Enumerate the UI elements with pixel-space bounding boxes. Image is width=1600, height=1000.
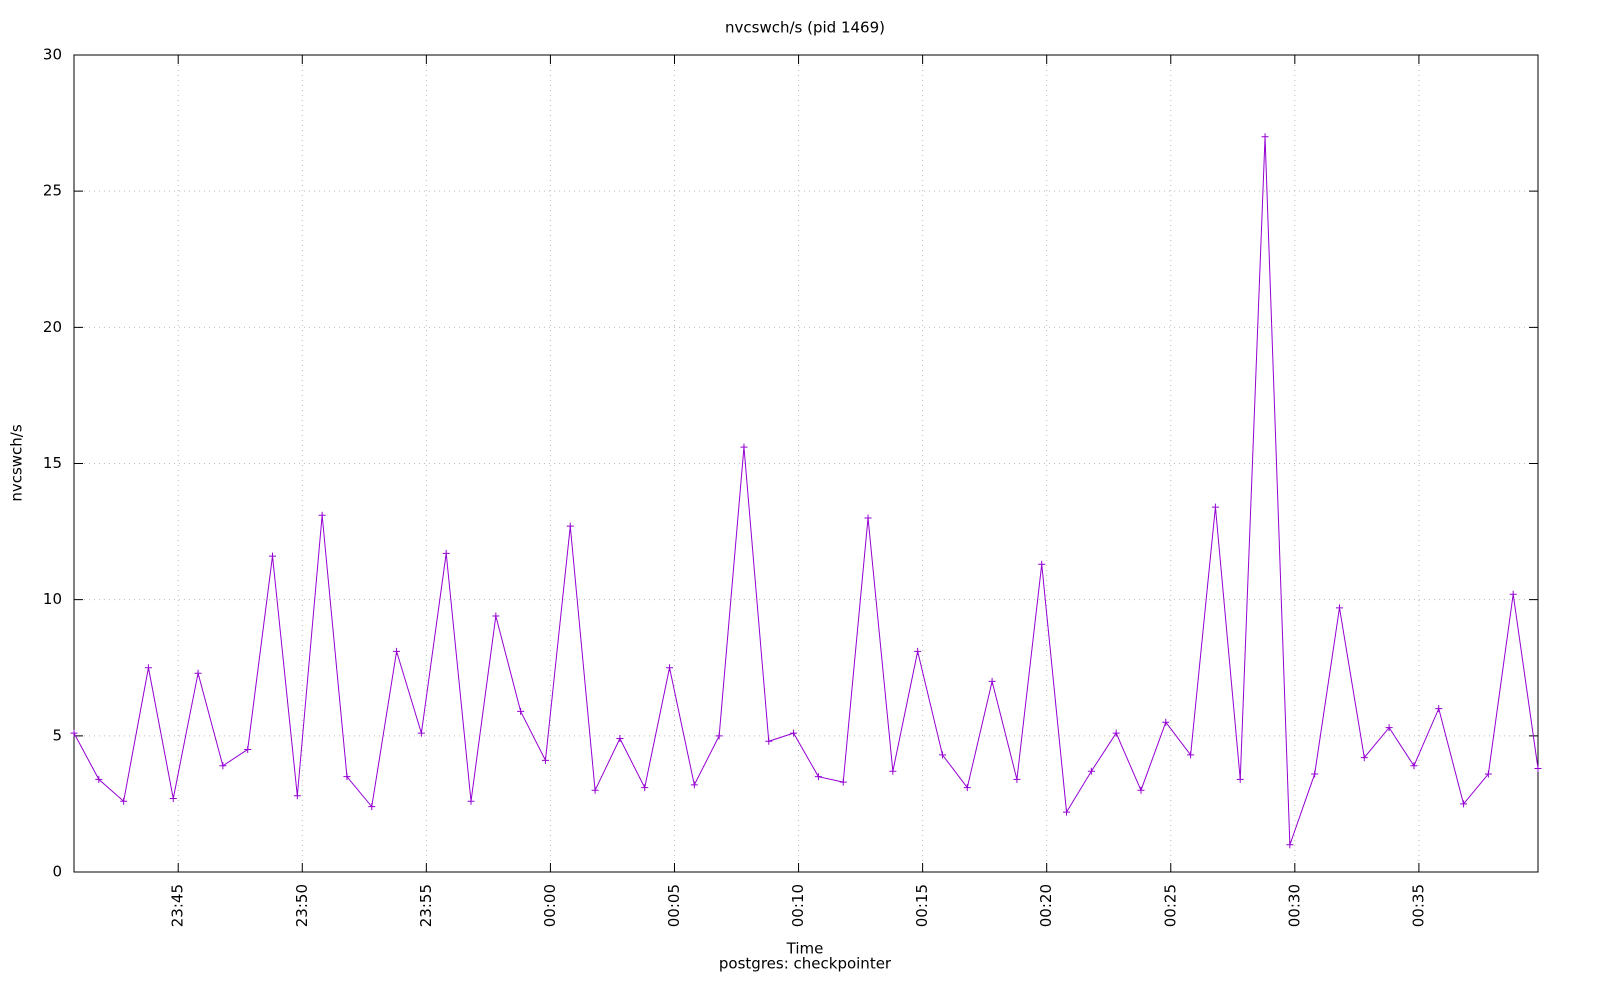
data-point (1236, 775, 1244, 783)
x-tick-label: 00:25 (1161, 884, 1179, 927)
x-tick-label: 00:35 (1409, 884, 1427, 927)
data-point (566, 522, 574, 530)
x-tick-label: 00:20 (1037, 884, 1055, 927)
data-point (1013, 775, 1021, 783)
data-point (1286, 841, 1294, 849)
data-point (1385, 724, 1393, 732)
data-point (467, 797, 475, 805)
data-point (318, 511, 326, 519)
data-point (1112, 729, 1120, 737)
data-point (442, 549, 450, 557)
data-point (492, 612, 500, 620)
data-line (73, 136, 1539, 845)
data-point (641, 784, 649, 792)
data-point (219, 762, 227, 770)
data-point (963, 784, 971, 792)
data-point (517, 707, 525, 715)
data-point (591, 786, 599, 794)
data-point (715, 732, 723, 740)
data-point (839, 778, 847, 786)
data-point (1509, 590, 1517, 598)
y-axis-label: nvcswch/s (8, 424, 26, 502)
y-tick-label: 20 (43, 318, 62, 336)
x-tick-label: 00:05 (665, 884, 683, 927)
data-point (70, 729, 78, 737)
data-point (616, 735, 624, 743)
x-tick-label: 23:45 (169, 884, 187, 927)
data-point (120, 797, 128, 805)
subtitle: postgres: checkpointer (719, 955, 892, 973)
chart-title: nvcswch/s (pid 1469) (725, 19, 885, 37)
data-point (1484, 770, 1492, 778)
data-point (1162, 718, 1170, 726)
data-point (169, 794, 177, 802)
x-tick-label: 23:55 (417, 884, 435, 927)
data-point (740, 443, 748, 451)
data-point (269, 552, 277, 560)
plot-frame (73, 54, 1539, 873)
data-point (1087, 767, 1095, 775)
data-point (1063, 808, 1071, 816)
data-point (765, 737, 773, 745)
x-tick-label: 00:00 (541, 884, 559, 927)
x-tick-label: 23:50 (293, 884, 311, 927)
data-point (1360, 754, 1368, 762)
y-tick-label: 10 (43, 590, 62, 608)
data-point (666, 664, 674, 672)
data-point (1211, 503, 1219, 511)
data-point (95, 775, 103, 783)
x-tick-label: 00:10 (789, 884, 807, 927)
data-point (1335, 604, 1343, 612)
y-tick-label: 5 (52, 726, 62, 744)
data-point (1137, 786, 1145, 794)
data-point (864, 514, 872, 522)
data-point (889, 767, 897, 775)
y-tick-label: 30 (43, 46, 62, 64)
y-tick-label: 25 (43, 182, 62, 200)
data-point (1038, 560, 1046, 568)
y-tick-label: 0 (52, 863, 62, 881)
data-point (293, 792, 301, 800)
data-point (368, 803, 376, 811)
data-point (194, 669, 202, 677)
x-axis-label: Time (786, 940, 824, 958)
data-point (417, 729, 425, 737)
data-point (790, 729, 798, 737)
x-tick-label: 00:30 (1285, 884, 1303, 927)
data-point (343, 773, 351, 781)
data-point (1460, 800, 1468, 808)
data-point (1261, 133, 1269, 141)
x-tick-label: 00:15 (913, 884, 931, 927)
data-point (1534, 765, 1542, 773)
data-point (144, 664, 152, 672)
data-point (541, 756, 549, 764)
data-point (690, 781, 698, 789)
y-tick-label: 15 (43, 454, 62, 472)
data-point (1435, 705, 1443, 713)
data-point (1187, 751, 1195, 759)
data-point (938, 751, 946, 759)
data-point (1311, 770, 1319, 778)
data-point (814, 773, 822, 781)
data-point (1410, 762, 1418, 770)
data-point (393, 647, 401, 655)
data-point (244, 745, 252, 753)
data-point (988, 677, 996, 685)
data-point (914, 647, 922, 655)
